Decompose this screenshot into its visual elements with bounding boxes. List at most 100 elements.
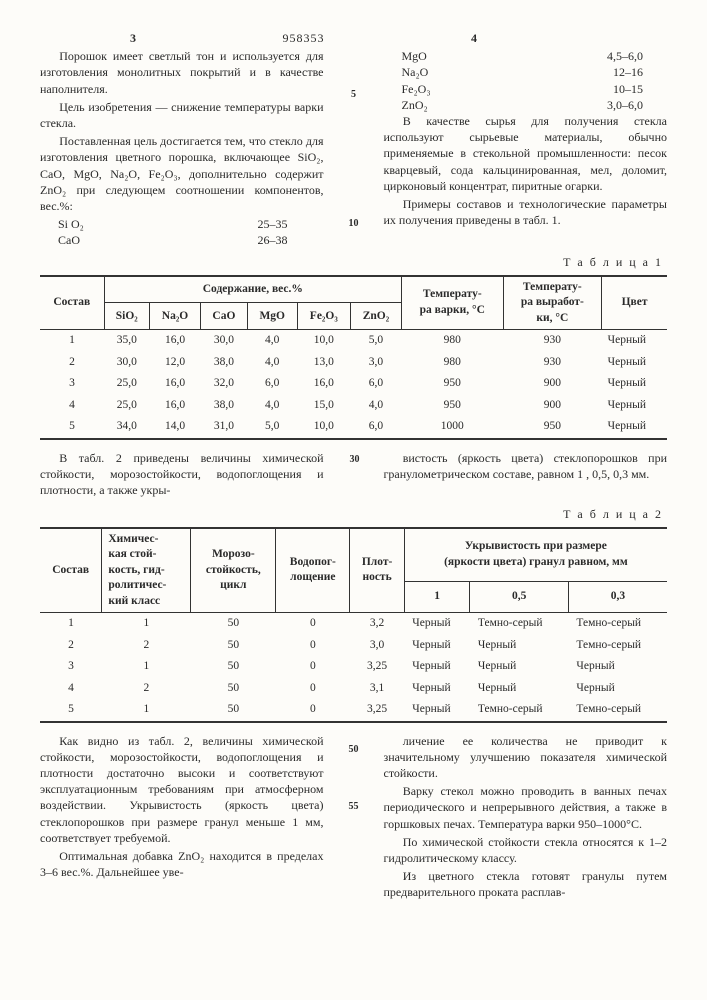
- doc-number: 958353: [283, 30, 325, 46]
- table-cell: 3,1: [350, 678, 404, 700]
- table-cell: 4,0: [247, 395, 297, 417]
- table-row: 115003,2ЧерныйТемно-серыйТемно-серый: [40, 613, 667, 635]
- table-cell: 0: [276, 613, 350, 635]
- table-cell: 980: [402, 352, 504, 374]
- table-cell: 0: [276, 635, 350, 657]
- table-cell: Черный: [568, 656, 667, 678]
- table-cell: 35,0: [104, 330, 149, 352]
- t2-him: Химичес- кая стой- кость, гид- ролитичес…: [102, 528, 191, 613]
- table-row: 225003,0ЧерныйЧерныйТемно-серый: [40, 635, 667, 657]
- table-cell: 10,0: [297, 416, 350, 439]
- table-cell: Черный: [602, 416, 667, 439]
- table-cell: 4,0: [247, 330, 297, 352]
- table-cell: 50: [191, 656, 276, 678]
- th-na2o: Na₂O: [149, 303, 200, 330]
- table-cell: Темно-серый: [568, 699, 667, 722]
- table-cell: 50: [191, 613, 276, 635]
- table1-label: Т а б л и ц а 1: [40, 254, 663, 270]
- th-mgo: MgO: [247, 303, 297, 330]
- table-cell: Черный: [404, 699, 470, 722]
- table-cell: Черный: [404, 635, 470, 657]
- table-cell: 0: [276, 699, 350, 722]
- page-number-right: 4: [471, 30, 477, 46]
- table-cell: Черный: [602, 395, 667, 417]
- comp-cao: CaO 26–38: [40, 232, 324, 248]
- table-cell: 930: [503, 352, 602, 374]
- table-cell: 900: [503, 373, 602, 395]
- table2: Состав Химичес- кая стой- кость, гид- ро…: [40, 527, 667, 723]
- table-cell: Черный: [602, 330, 667, 352]
- table-cell: 3,25: [350, 699, 404, 722]
- table-cell: 16,0: [149, 373, 200, 395]
- table-cell: 2: [102, 635, 191, 657]
- table-cell: 6,0: [350, 416, 401, 439]
- table-cell: 5,0: [247, 416, 297, 439]
- table-cell: Темно-серый: [568, 613, 667, 635]
- table-cell: 6,0: [247, 373, 297, 395]
- table-cell: Черный: [602, 352, 667, 374]
- t2-plot: Плот- ность: [350, 528, 404, 613]
- table-cell: Черный: [568, 678, 667, 700]
- mid-columns: В табл. 2 приведены величины химической …: [40, 450, 667, 501]
- table-cell: 3,25: [350, 656, 404, 678]
- intro-columns: Порошок имеет светлый тон и используется…: [40, 48, 667, 248]
- table-cell: 5: [40, 416, 104, 439]
- page-number-left: 3: [130, 30, 136, 46]
- table-cell: 38,0: [201, 352, 248, 374]
- value: 3,0–6,0: [607, 97, 643, 113]
- th-cao: CaO: [201, 303, 248, 330]
- table-cell: 1: [102, 656, 191, 678]
- formula: Na₂O: [402, 64, 429, 80]
- table-cell: 4: [40, 395, 104, 417]
- table-cell: 34,0: [104, 416, 149, 439]
- table-cell: 5,0: [350, 330, 401, 352]
- header: 3 958353 4: [40, 30, 667, 46]
- comp-mgo: MgO 4,5–6,0: [384, 48, 668, 64]
- left-column: Порошок имеет светлый тон и используется…: [40, 48, 324, 248]
- formula: Si O₂: [58, 216, 84, 232]
- formula: MgO: [402, 48, 427, 64]
- comp-na2o: Na₂O12–16: [384, 64, 668, 80]
- table-cell: Черный: [602, 373, 667, 395]
- table-cell: 10,0: [297, 330, 350, 352]
- table-row: 315003,25ЧерныйЧерныйЧерный: [40, 656, 667, 678]
- t2-ukr: Укрывистость при размере (яркости цвета)…: [404, 528, 667, 582]
- table-row: 425,016,038,04,015,04,0950900Черный: [40, 395, 667, 417]
- th-soderzh: Содержание, вес.%: [104, 276, 401, 303]
- para-midright: вистость (яркость цвета) стеклопорошков …: [384, 450, 668, 482]
- table-cell: 950: [503, 416, 602, 439]
- table-cell: Черный: [470, 656, 569, 678]
- table-cell: 16,0: [149, 395, 200, 417]
- table-cell: 25,0: [104, 395, 149, 417]
- formula: CaO: [58, 232, 80, 248]
- bottom-columns: Как видно из табл. 2, величины химическо…: [40, 733, 667, 903]
- table-cell: Черный: [470, 678, 569, 700]
- table-cell: 16,0: [149, 330, 200, 352]
- table-cell: 1: [102, 613, 191, 635]
- th-zno2: ZnO₂: [350, 303, 401, 330]
- bottom-left: Как видно из табл. 2, величины химическо…: [40, 733, 324, 903]
- table-cell: 930: [503, 330, 602, 352]
- table-row: 325,016,032,06,016,06,0950900Черный: [40, 373, 667, 395]
- value: 4,5–6,0: [607, 48, 643, 64]
- para-br4: Из цветного стекла готовят гранулы путем…: [384, 868, 668, 900]
- table-cell: 4,0: [350, 395, 401, 417]
- table-cell: 900: [503, 395, 602, 417]
- table-row: 534,014,031,05,010,06,01000950Черный: [40, 416, 667, 439]
- value: 26–38: [258, 232, 288, 248]
- table-cell: 13,0: [297, 352, 350, 374]
- table-cell: 38,0: [201, 395, 248, 417]
- para-bl1: Как видно из табл. 2, величины химическо…: [40, 733, 324, 846]
- table-row: 230,012,038,04,013,03,0980930Черный: [40, 352, 667, 374]
- t2-sostav: Состав: [40, 528, 102, 613]
- table-cell: 31,0: [201, 416, 248, 439]
- comp-sio2: Si O₂ 25–35: [40, 216, 324, 232]
- table-cell: 4,0: [247, 352, 297, 374]
- formula: Fe₂O₃: [402, 81, 431, 97]
- table-cell: 2: [102, 678, 191, 700]
- marker-30: 30: [350, 454, 360, 465]
- table-cell: 2: [40, 635, 102, 657]
- table-cell: 3,2: [350, 613, 404, 635]
- th-tvyrab: Температу- ра выработ- ки, °С: [503, 276, 602, 330]
- table2-label: Т а б л и ц а 2: [40, 506, 663, 522]
